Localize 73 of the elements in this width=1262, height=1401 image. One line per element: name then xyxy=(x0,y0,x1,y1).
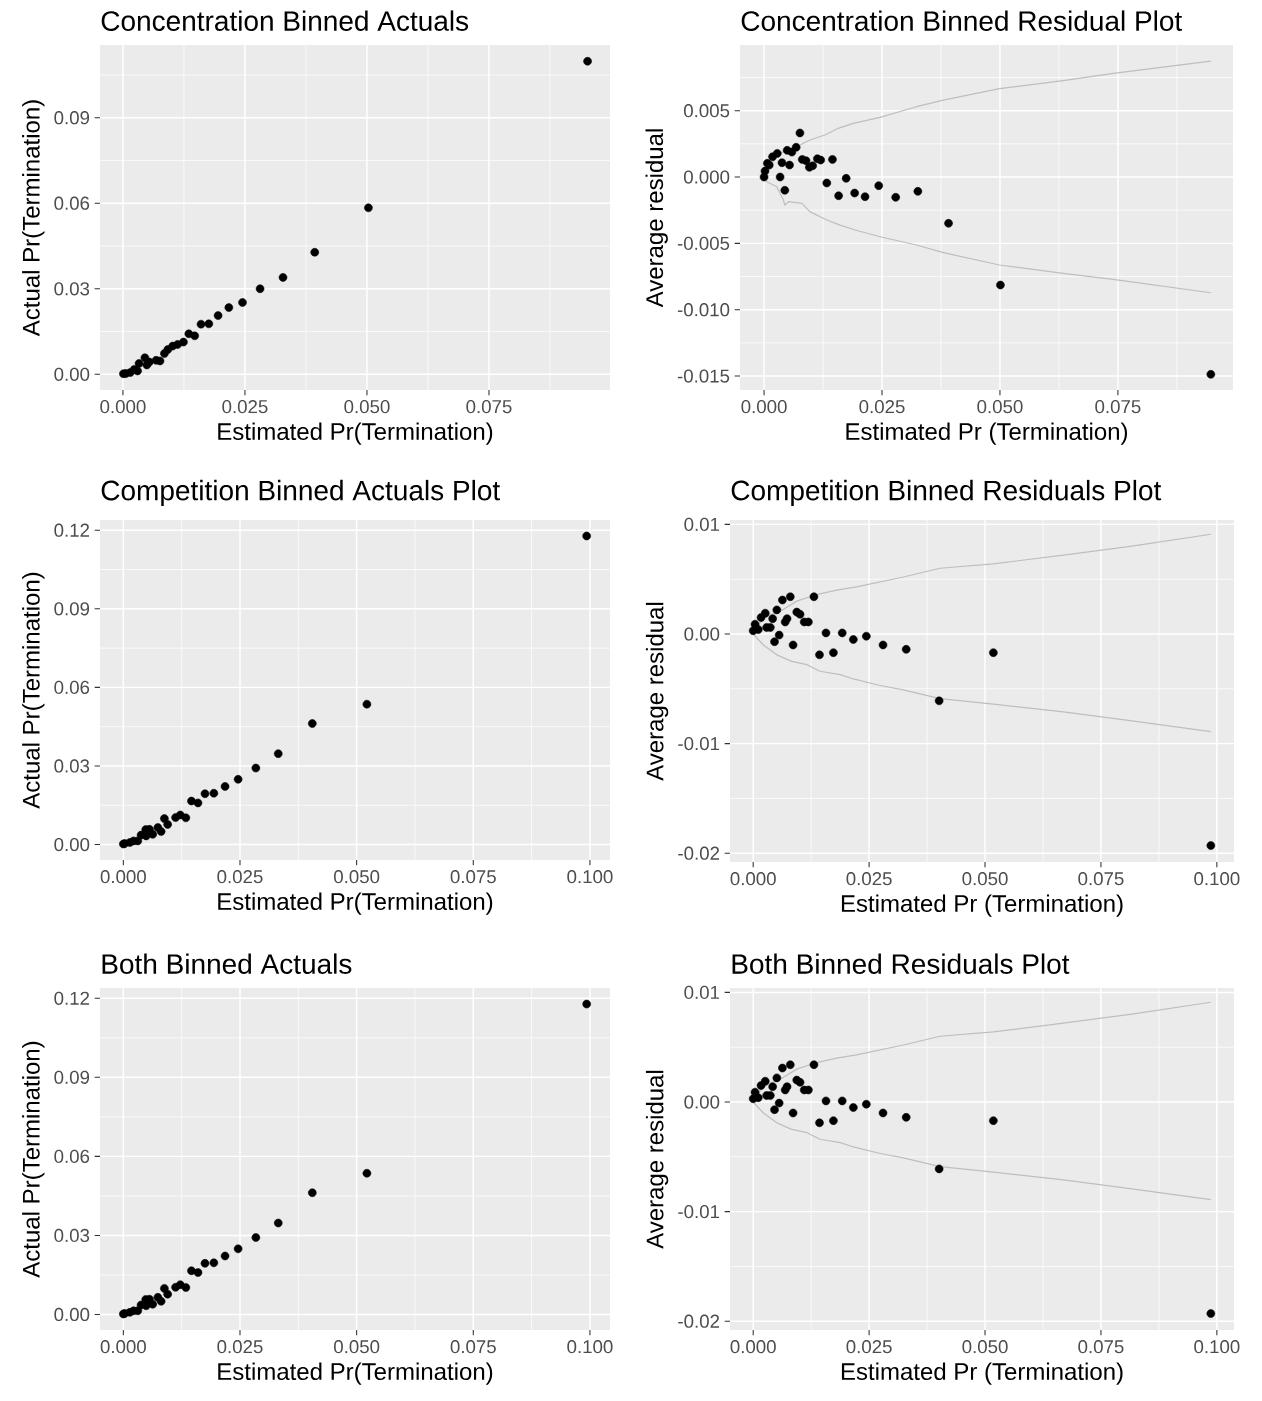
x-tick-label: 0.100 xyxy=(567,1340,613,1354)
y-tick-label: 0.09 xyxy=(54,111,90,125)
x-tick-label: 0.050 xyxy=(962,872,1008,886)
y-tick-label: 0.00 xyxy=(54,367,90,381)
chart-title: Both Binned Actuals xyxy=(102,953,352,974)
y-tick-label: 0.00 xyxy=(684,627,720,641)
x-tick-label: 0.075 xyxy=(1095,400,1141,414)
x-tick-label: 0.075 xyxy=(466,400,512,414)
x-tick-label: 0.050 xyxy=(334,1340,380,1354)
y-tick-label: 0.03 xyxy=(54,282,90,296)
x-tick-label: 0.050 xyxy=(334,870,380,884)
x-tick-label: 0.025 xyxy=(217,870,263,884)
y-axis-title: Average residual xyxy=(645,1070,669,1249)
y-tick-label: -0.005 xyxy=(677,236,730,250)
x-tick-label: 0.075 xyxy=(1078,872,1124,886)
x-axis-title: Estimated Pr (Termination) xyxy=(841,1362,1123,1385)
y-tick-label: 0.06 xyxy=(54,1149,90,1163)
x-tick-label: 0.000 xyxy=(730,872,776,886)
x-tick-label: 0.050 xyxy=(344,400,390,414)
x-tick-label: 0.025 xyxy=(846,1340,892,1354)
x-tick-label: 0.100 xyxy=(1194,1340,1240,1354)
x-tick-label: 0.025 xyxy=(846,872,892,886)
x-tick-label: 0.100 xyxy=(567,870,613,884)
y-tick-label: -0.015 xyxy=(677,369,730,383)
y-tick-label: 0.06 xyxy=(54,680,90,694)
x-tick-label: 0.100 xyxy=(1194,872,1240,886)
x-tick-label: 0.075 xyxy=(1078,1340,1124,1354)
y-tick-label: 0.01 xyxy=(684,985,720,1000)
y-tick-label: -0.02 xyxy=(678,846,720,860)
chart-title: Concentration Binned Residual Plot xyxy=(741,10,1183,31)
x-axis-title: Estimated Pr (Termination) xyxy=(841,894,1123,917)
x-tick-label: 0.000 xyxy=(100,400,146,414)
chart-title: Competition Binned Actuals Plot xyxy=(101,479,500,506)
x-tick-label: 0.025 xyxy=(217,1340,263,1354)
y-axis-title: Actual Pr(Termination) xyxy=(22,572,45,809)
y-tick-label: -0.01 xyxy=(678,737,720,751)
x-tick-label: 0.025 xyxy=(222,400,268,414)
y-tick-label: 0.03 xyxy=(54,759,90,773)
chart-title: Concentration Binned Actuals xyxy=(101,10,469,31)
y-tick-label: 0.06 xyxy=(54,196,90,210)
x-tick-label: 0.075 xyxy=(450,870,496,884)
x-tick-label: 0.050 xyxy=(977,400,1023,414)
x-tick-label: 0.000 xyxy=(730,1340,776,1354)
y-axis-title: Actual Pr(Termination) xyxy=(22,100,45,337)
y-axis-title: Average residual xyxy=(645,602,669,781)
x-axis-title: Estimated Pr (Termination) xyxy=(846,422,1128,445)
x-axis-title: Estimated Pr(Termination) xyxy=(218,892,493,915)
y-tick-label: 0.12 xyxy=(54,991,90,1005)
y-tick-label: 0.005 xyxy=(683,104,730,118)
y-tick-label: -0.02 xyxy=(678,1314,720,1328)
x-tick-label: 0.000 xyxy=(741,400,787,414)
x-axis-title: Estimated Pr(Termination) xyxy=(218,422,493,445)
y-tick-label: 0.12 xyxy=(54,523,90,537)
y-tick-label: 0.00 xyxy=(684,1095,720,1109)
x-tick-label: 0.050 xyxy=(962,1340,1008,1354)
y-axis-title: Actual Pr(Termination) xyxy=(22,1041,45,1278)
y-tick-label: 0.09 xyxy=(54,1070,90,1084)
y-tick-label: 0.01 xyxy=(684,517,720,531)
y-tick-label: -0.010 xyxy=(677,303,730,317)
x-tick-label: 0.000 xyxy=(100,1340,146,1354)
y-tick-label: -0.01 xyxy=(678,1205,720,1219)
x-tick-label: 0.000 xyxy=(100,870,146,884)
chart-title: Competition Binned Residuals Plot xyxy=(731,479,1162,506)
y-tick-label: 0.09 xyxy=(54,602,90,616)
x-axis-title: Estimated Pr(Termination) xyxy=(218,1362,493,1385)
y-tick-label: 0.000 xyxy=(683,170,730,184)
y-tick-label: 0.00 xyxy=(54,1307,90,1322)
y-tick-label: 0.00 xyxy=(54,837,90,852)
y-tick-label: 0.03 xyxy=(54,1228,90,1243)
x-tick-label: 0.025 xyxy=(859,400,905,414)
y-axis-title: Average residual xyxy=(645,129,668,308)
x-tick-label: 0.075 xyxy=(450,1340,496,1354)
chart-title: Both Binned Residuals Plot xyxy=(732,953,1070,974)
